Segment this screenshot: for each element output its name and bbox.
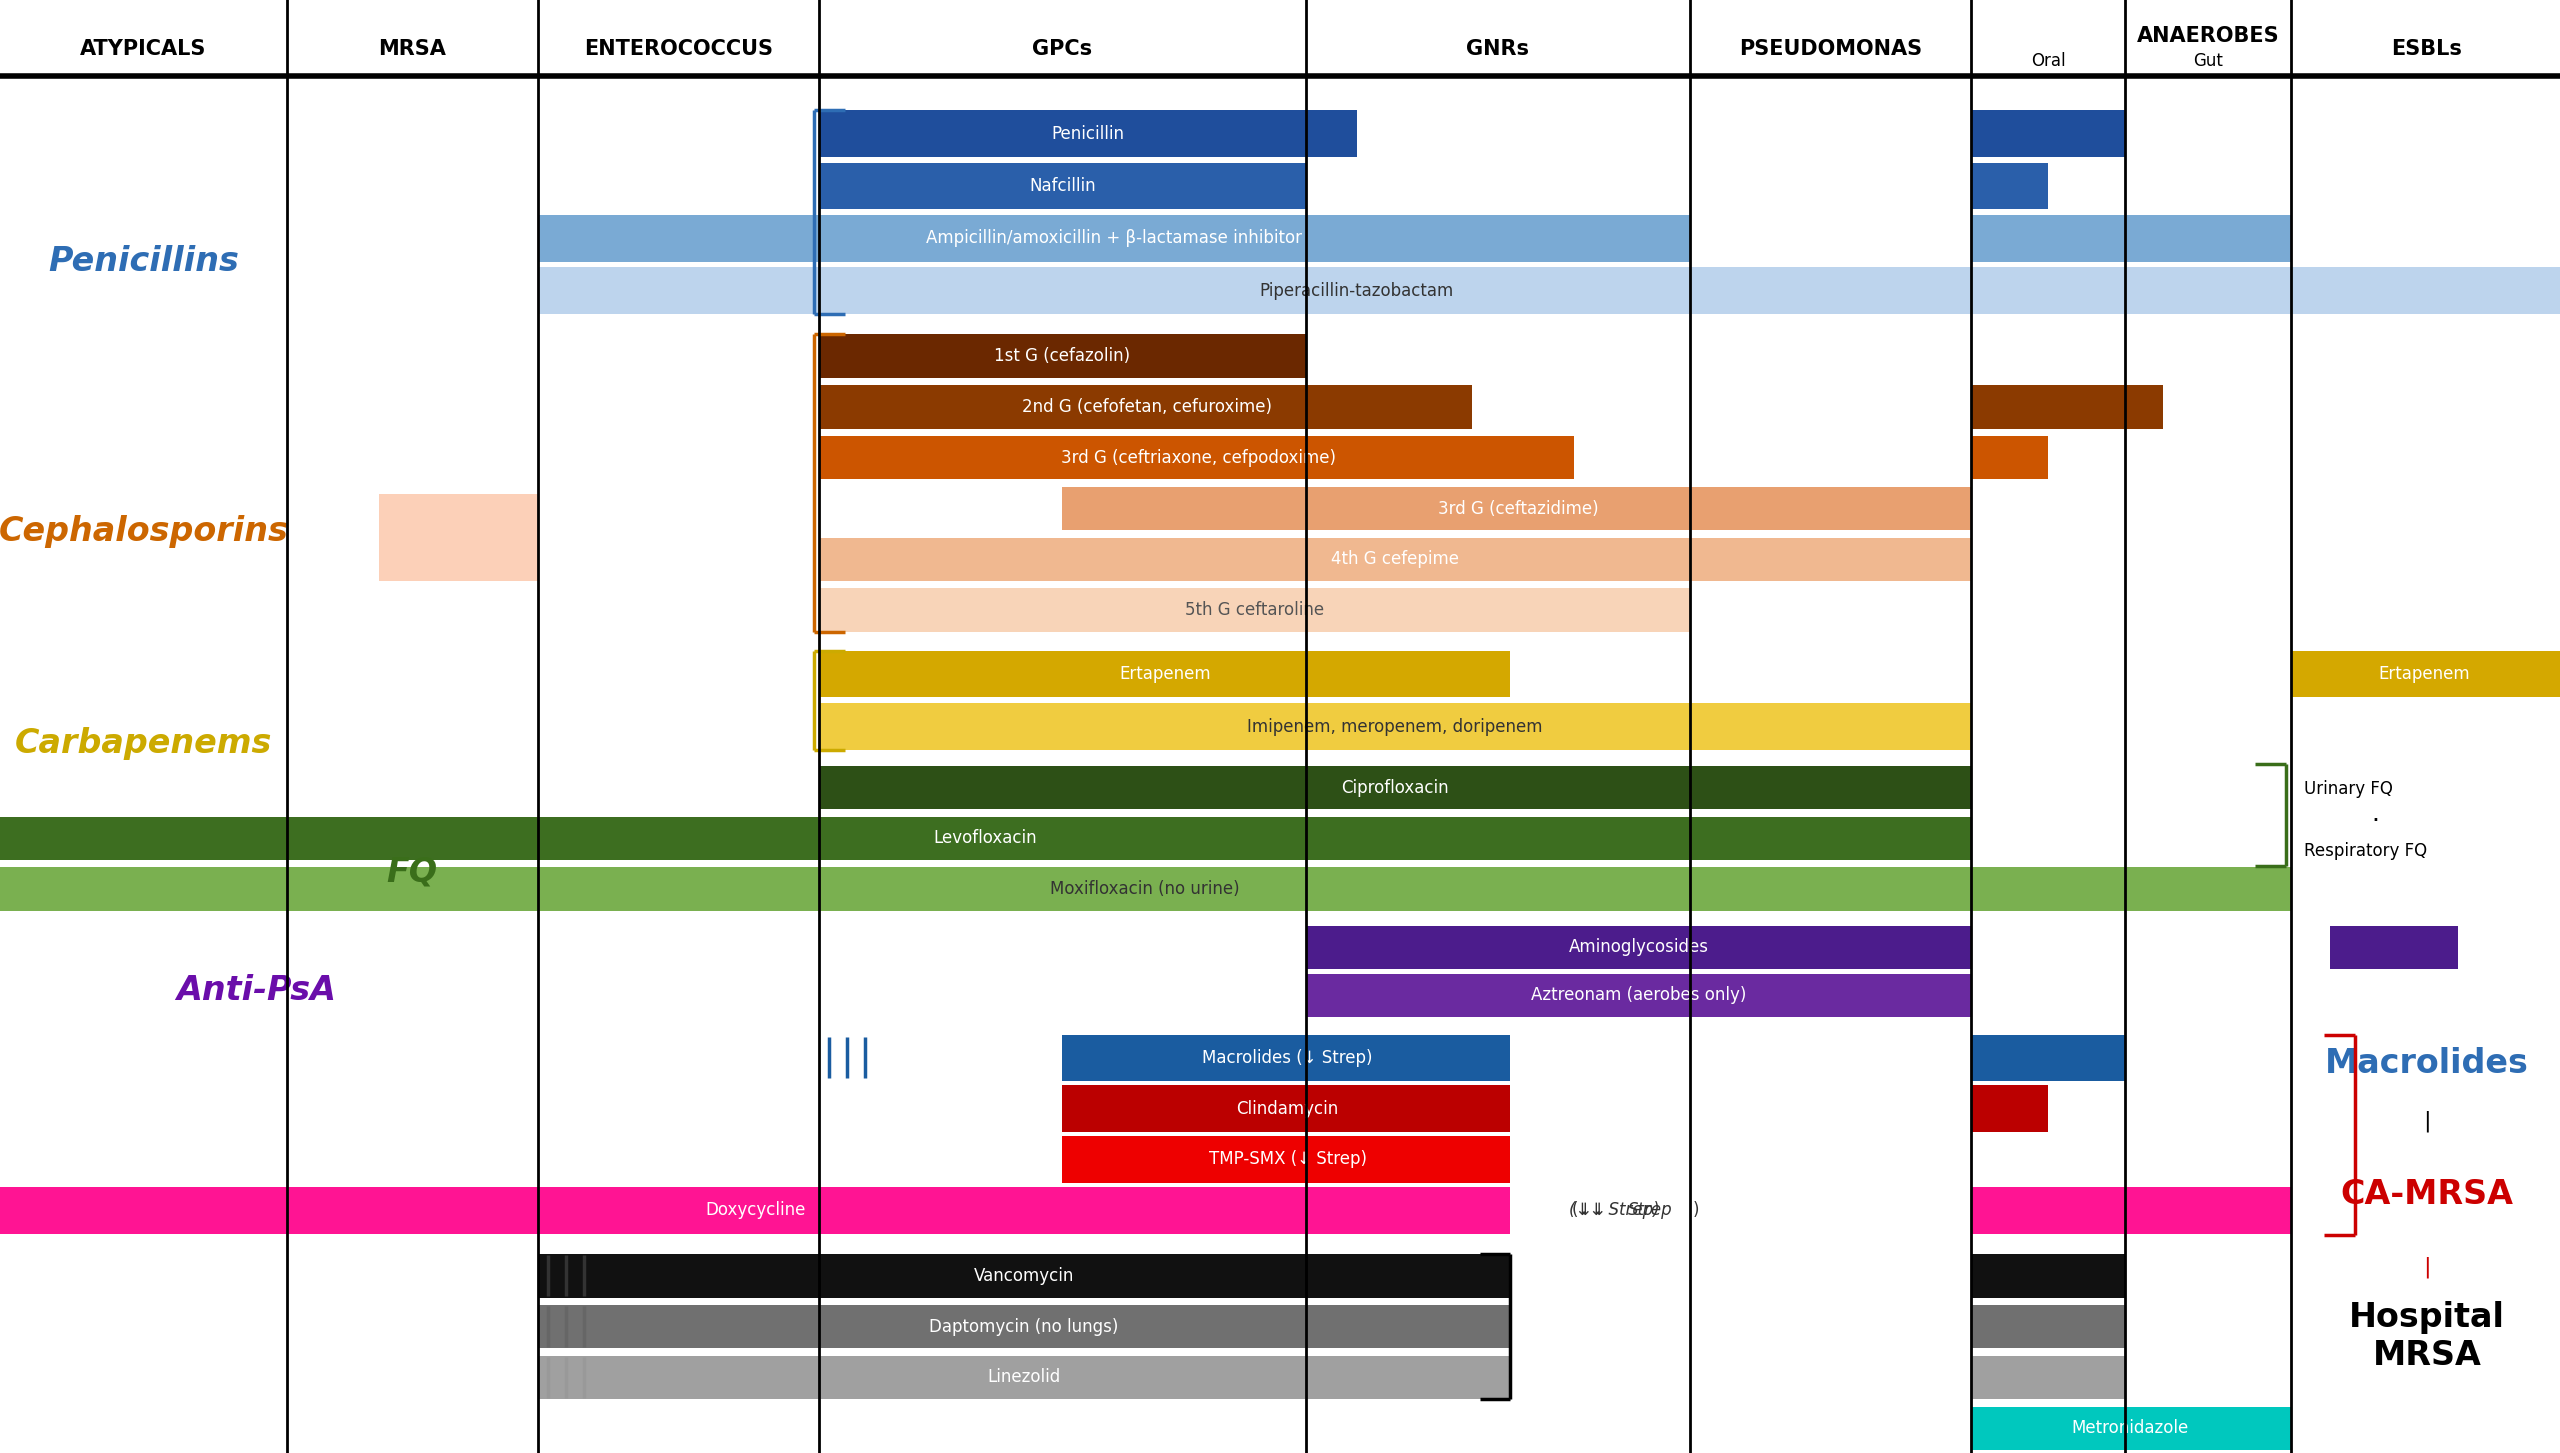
Bar xyxy=(1971,267,2560,314)
Text: ANAEROBES: ANAEROBES xyxy=(2138,26,2278,46)
Bar xyxy=(1971,1035,2125,1081)
Text: Linezolid: Linezolid xyxy=(988,1369,1060,1386)
Bar xyxy=(819,703,1971,750)
Text: Strep: Strep xyxy=(1628,1202,1672,1219)
Text: 5th G ceftaroline: 5th G ceftaroline xyxy=(1185,602,1324,619)
Bar xyxy=(379,494,538,581)
Bar xyxy=(538,1305,1510,1348)
Text: 3rd G (ceftriaxone, cefpodoxime): 3rd G (ceftriaxone, cefpodoxime) xyxy=(1060,449,1336,466)
Text: Carbapenems: Carbapenems xyxy=(15,728,271,760)
Text: FQ: FQ xyxy=(387,856,438,888)
Text: (↓↓ Strep): (↓↓ Strep) xyxy=(1569,1202,1659,1219)
Bar xyxy=(819,538,1971,581)
Text: Piperacillin-tazobactam: Piperacillin-tazobactam xyxy=(1260,282,1454,299)
Bar xyxy=(538,1356,1510,1399)
Text: Ertapenem: Ertapenem xyxy=(2378,665,2470,683)
Text: |: | xyxy=(2424,1257,2429,1277)
Text: Nafcillin: Nafcillin xyxy=(1029,177,1096,195)
Text: Ertapenem: Ertapenem xyxy=(1119,665,1211,683)
Bar xyxy=(819,163,1306,209)
Text: GNRs: GNRs xyxy=(1467,39,1528,60)
Bar xyxy=(1306,926,1971,969)
Bar xyxy=(0,867,2291,911)
Bar xyxy=(819,436,1574,479)
Text: Macrolides (↓ Strep): Macrolides (↓ Strep) xyxy=(1203,1049,1372,1067)
Bar xyxy=(2330,926,2458,969)
Text: Penicillin: Penicillin xyxy=(1052,125,1124,142)
Text: Metronidazole: Metronidazole xyxy=(2071,1420,2189,1437)
Text: Daptomycin (no lungs): Daptomycin (no lungs) xyxy=(929,1318,1119,1335)
Text: Gut: Gut xyxy=(2194,52,2222,70)
Bar xyxy=(0,1187,1510,1234)
Bar xyxy=(538,1254,1510,1298)
Bar xyxy=(819,110,1357,157)
Text: Ampicillin/amoxicillin + β-lactamase inhibitor: Ampicillin/amoxicillin + β-lactamase inh… xyxy=(927,230,1300,247)
Bar xyxy=(0,817,1971,860)
Bar xyxy=(1062,1136,1510,1183)
Text: Macrolides: Macrolides xyxy=(2324,1048,2529,1080)
Bar xyxy=(819,588,1690,632)
Text: Moxifloxacin (no urine): Moxifloxacin (no urine) xyxy=(1050,881,1239,898)
Bar xyxy=(1971,1356,2125,1399)
Bar xyxy=(819,766,1971,809)
Text: Hospital
MRSA: Hospital MRSA xyxy=(2350,1300,2504,1373)
Bar xyxy=(1971,1085,2048,1132)
Text: ESBLs: ESBLs xyxy=(2391,39,2463,60)
Text: Anti-PsA: Anti-PsA xyxy=(177,975,335,1007)
Bar xyxy=(538,215,1690,262)
Bar xyxy=(1971,1254,2125,1298)
Text: Imipenem, meropenem, doripenem: Imipenem, meropenem, doripenem xyxy=(1247,718,1544,735)
Bar xyxy=(1306,974,1971,1017)
Text: 2nd G (cefofetan, cefuroxime): 2nd G (cefofetan, cefuroxime) xyxy=(1021,398,1272,416)
Text: Doxycycline: Doxycycline xyxy=(704,1202,806,1219)
Bar xyxy=(538,267,1971,314)
Text: ENTEROCOCCUS: ENTEROCOCCUS xyxy=(584,39,773,60)
Text: ATYPICALS: ATYPICALS xyxy=(79,39,207,60)
Bar xyxy=(1971,1407,2291,1450)
Bar xyxy=(1062,1085,1510,1132)
Text: GPCs: GPCs xyxy=(1032,39,1093,60)
Text: PSEUDOMONAS: PSEUDOMONAS xyxy=(1738,39,1923,60)
Text: Respiratory FQ: Respiratory FQ xyxy=(2304,843,2427,860)
Text: (↓↓: (↓↓ xyxy=(1572,1202,1610,1219)
Bar xyxy=(819,385,1472,429)
Text: 1st G (cefazolin): 1st G (cefazolin) xyxy=(993,347,1132,365)
Text: Clindamycin: Clindamycin xyxy=(1236,1100,1339,1117)
Text: ): ) xyxy=(1692,1202,1700,1219)
Text: Aminoglycosides: Aminoglycosides xyxy=(1569,939,1708,956)
Text: CA-MRSA: CA-MRSA xyxy=(2340,1178,2514,1210)
Bar xyxy=(1971,1305,2125,1348)
Text: ·: · xyxy=(2371,809,2381,833)
Text: Vancomycin: Vancomycin xyxy=(973,1267,1075,1284)
Bar xyxy=(1062,487,1971,530)
Bar xyxy=(1971,215,2291,262)
Text: MRSA: MRSA xyxy=(379,39,445,60)
Bar xyxy=(819,334,1306,378)
Text: TMP-SMX (↓ Strep): TMP-SMX (↓ Strep) xyxy=(1208,1151,1367,1168)
Text: Cephalosporins: Cephalosporins xyxy=(0,516,289,548)
Bar xyxy=(1971,436,2048,479)
Text: Aztreonam (aerobes only): Aztreonam (aerobes only) xyxy=(1531,987,1746,1004)
Text: Oral: Oral xyxy=(2030,52,2066,70)
Text: Levofloxacin: Levofloxacin xyxy=(934,830,1037,847)
Bar xyxy=(2291,651,2560,697)
Text: 4th G cefepime: 4th G cefepime xyxy=(1331,551,1459,568)
Text: Ciprofloxacin: Ciprofloxacin xyxy=(1341,779,1449,796)
Text: Penicillins: Penicillins xyxy=(49,246,238,278)
Bar xyxy=(1971,1187,2291,1234)
Bar xyxy=(1971,385,2163,429)
Text: Urinary FQ: Urinary FQ xyxy=(2304,780,2394,798)
Bar xyxy=(1062,1035,1510,1081)
Bar xyxy=(1971,110,2125,157)
Bar xyxy=(1971,163,2048,209)
Text: |: | xyxy=(2424,1112,2429,1132)
Text: 3rd G (ceftazidime): 3rd G (ceftazidime) xyxy=(1439,500,1597,517)
Bar xyxy=(819,651,1510,697)
